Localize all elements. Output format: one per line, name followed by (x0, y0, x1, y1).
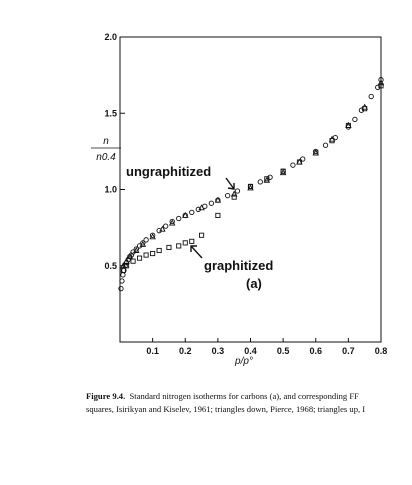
data-point-circle (257, 179, 263, 185)
x-axis-label: p/p° (234, 356, 253, 367)
data-point-square (280, 168, 286, 174)
data-point-triangle (263, 176, 271, 183)
data-point-triangle (279, 169, 287, 176)
data-point-square (215, 212, 221, 218)
data-point-triangle (247, 184, 254, 191)
data-point-square (150, 250, 156, 257)
data-point-circle (267, 174, 273, 180)
y-axis-label-numerator: n (103, 136, 109, 147)
data-point-circle (140, 240, 146, 246)
data-point-circle (375, 84, 381, 90)
data-point-square (362, 106, 368, 112)
data-point-circle (368, 93, 374, 100)
plot-frame (119, 36, 382, 343)
data-point-circle (169, 218, 175, 225)
annotation-graphitized: graphitized (204, 258, 273, 273)
figure-caption: Figure 9.4. Standard nitrogen isotherms … (86, 390, 412, 416)
data-point-square (166, 244, 172, 251)
data-point-circle (189, 209, 195, 216)
data-point-circle (120, 272, 126, 278)
y-axis-label-denominator: n0.4 (96, 152, 116, 163)
data-point-square (156, 247, 162, 254)
data-point-circle (208, 200, 215, 206)
caption-line-2: squares, Isirikyan and Kiselev, 1961; tr… (86, 404, 366, 414)
data-point-square (313, 150, 319, 156)
data-point-square (264, 176, 270, 182)
x-tick-label: 0.5 (277, 346, 290, 356)
caption-label: Figure 9.4. (86, 391, 126, 401)
x-tick-label: 0.2 (179, 346, 192, 356)
data-point-square (378, 83, 384, 89)
data-point-square (231, 194, 237, 200)
data-point-circle (290, 162, 296, 168)
data-point-square (130, 258, 136, 264)
data-point-triangle (377, 79, 385, 86)
data-point-triangle (159, 225, 166, 232)
chart-axes (119, 36, 382, 343)
data-point-triangle (139, 240, 147, 247)
data-point-square (296, 159, 302, 165)
data-point-circle (133, 246, 139, 252)
y-tick-label: 1.5 (104, 108, 117, 118)
y-tick-label: 2.0 (104, 32, 117, 42)
data-point-square (176, 243, 182, 249)
data-point-triangle (230, 190, 238, 197)
arrow-graphitized (190, 245, 203, 259)
data-point-circle (358, 107, 365, 113)
data-point-circle (322, 142, 329, 148)
annotation-ungraphitized: ungraphitized (126, 164, 211, 179)
data-point-triangle (181, 211, 189, 218)
y-tick-label: 1.0 (104, 185, 117, 195)
data-point-triangle (126, 253, 134, 260)
data-point-circle (143, 237, 149, 243)
data-point-circle (195, 206, 201, 212)
data-point-circle (149, 232, 156, 238)
y-tick-label: 0.5 (104, 261, 117, 271)
x-tick-label: 0.8 (375, 346, 388, 356)
data-point-square (120, 267, 126, 273)
data-point-square (137, 255, 143, 261)
arrow-ungraphitized (225, 177, 235, 190)
data-point-triangle (149, 233, 156, 240)
data-point-triangle (214, 196, 222, 203)
data-point-circle (225, 192, 231, 199)
data-point-square (345, 122, 351, 128)
data-point-circle (130, 249, 136, 255)
chart-ticks: 0.1 0.2 0.3 0.4 0.5 0.6 0.7 0.8 0.5 1.0 1.5 2.0 (104, 32, 387, 356)
data-point-square (247, 183, 254, 190)
data-point-circle (378, 77, 384, 83)
data-point-circle (119, 278, 125, 284)
data-point-square (329, 138, 335, 144)
data-point-triangle (133, 246, 140, 253)
data-point-square (143, 252, 149, 258)
data-point-triangle (198, 204, 205, 211)
x-tick-label: 0.4 (244, 346, 257, 356)
data-point-circle (300, 156, 306, 162)
data-point-square (182, 240, 188, 246)
data-point-circle (163, 223, 169, 229)
data-point-triangle (123, 257, 130, 264)
panel-label: (a) (246, 276, 262, 291)
data-point-circle (176, 215, 182, 222)
data-point-square (123, 263, 130, 269)
data-point-square (189, 238, 195, 244)
data-point-circle (156, 228, 162, 234)
data-point-circle (352, 116, 358, 123)
caption-text-1: Standard nitrogen isotherms for carbons … (129, 391, 359, 401)
x-tick-label: 0.1 (146, 346, 159, 356)
chart-labels: n n0.4 p/p° ungraphitized graphitized (a… (91, 136, 273, 367)
data-point-circle (118, 285, 124, 292)
x-tick-label: 0.3 (212, 346, 225, 356)
data-point-circle (234, 188, 241, 194)
chart-marks (118, 77, 385, 292)
data-point-square (199, 232, 205, 238)
data-point-triangle (168, 219, 176, 226)
x-tick-label: 0.6 (309, 346, 322, 356)
x-tick-label: 0.7 (342, 346, 355, 356)
caption-line-1: Figure 9.4. Standard nitrogen isotherms … (86, 390, 412, 403)
data-point-circle (136, 243, 143, 249)
